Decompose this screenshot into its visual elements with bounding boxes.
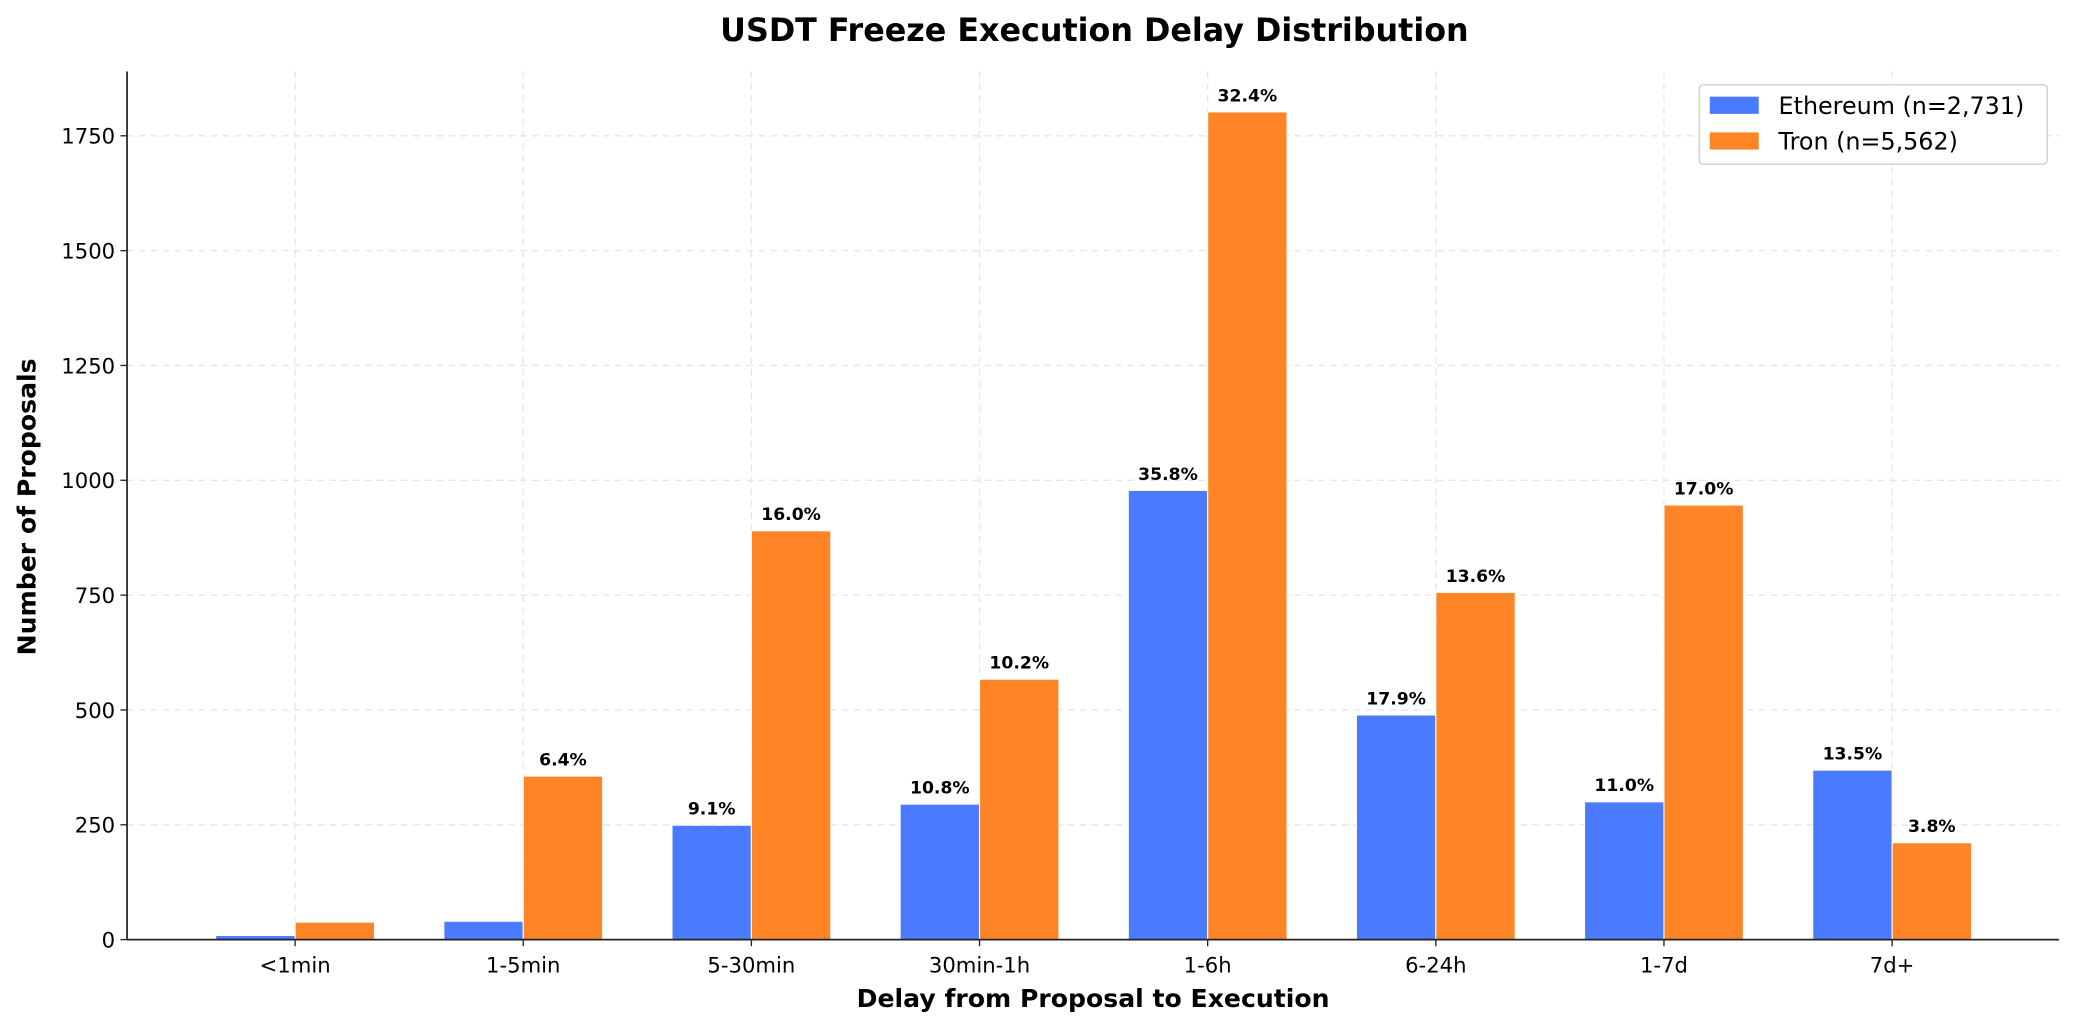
bar-ethereum: [1127, 489, 1209, 941]
chart-title: USDT Freeze Execution Delay Distribution: [720, 13, 1468, 49]
bar-ethereum: [443, 920, 524, 941]
y-tick-label: 1750: [61, 124, 115, 149]
x-tick-label: 1-6h: [1184, 953, 1232, 978]
data-label: 17.0%: [1674, 480, 1734, 500]
y-axis-label: Number of Proposals: [13, 358, 42, 655]
x-tick-label: 30min-1h: [929, 953, 1030, 978]
bar-tron: [522, 775, 604, 941]
legend-swatch-ethereum: [1709, 96, 1759, 114]
data-label: 10.2%: [989, 654, 1049, 674]
bars: 9.1% 10.8% 35.8% 17.9% 11.0% 13.5% 6.4% 16.0% 10…: [215, 86, 1973, 941]
y-tick-label: 250: [75, 813, 115, 838]
bar-tron: [294, 921, 376, 941]
data-label: 17.9%: [1366, 689, 1426, 709]
bar-ethereum: [1355, 714, 1437, 941]
bar-tron: [1435, 591, 1516, 941]
data-label: 13.5%: [1823, 745, 1883, 765]
y-tick-label: 1000: [61, 468, 115, 493]
data-label: 16.0%: [761, 505, 821, 525]
gridlines: [127, 71, 2060, 940]
bar-ethereum: [1812, 769, 1893, 941]
legend-label-ethereum: Ethereum (n=2,731): [1779, 92, 2025, 120]
x-tick-label: 5-30min: [707, 953, 795, 978]
data-label: 35.8%: [1138, 465, 1198, 485]
data-label: 32.4%: [1218, 86, 1278, 106]
bar-tron: [1891, 842, 1973, 941]
y-tick-label: 750: [75, 583, 115, 608]
bar-ethereum: [671, 824, 752, 941]
axes: 0 250 500 750 1000 1250 1500 1750 <1min 1-5min 5-3…: [61, 71, 2060, 978]
bar-tron: [979, 678, 1060, 941]
legend-swatch-tron: [1709, 132, 1759, 150]
y-tick-label: 0: [102, 928, 115, 953]
bar-ethereum: [899, 803, 981, 941]
x-tick-label: 1-5min: [486, 953, 560, 978]
bar-ethereum: [1584, 801, 1665, 941]
data-label: 10.8%: [910, 779, 970, 799]
x-tick-label: <1min: [260, 953, 331, 978]
y-tick-label: 500: [75, 698, 115, 723]
data-label: 11.0%: [1594, 776, 1654, 796]
y-tick-label: 1500: [61, 239, 115, 264]
x-tick-label: 1-7d: [1640, 953, 1688, 978]
data-label: 3.8%: [1908, 817, 1956, 837]
legend-label-tron: Tron (n=5,562): [1778, 128, 1958, 156]
bar-tron: [1663, 504, 1744, 941]
bar-tron: [1207, 111, 1288, 941]
x-tick-label: 6-24h: [1405, 953, 1466, 978]
x-tick-label: 7d+: [1870, 953, 1915, 978]
legend-box: [1698, 84, 2048, 165]
y-tick-label: 1250: [61, 353, 115, 378]
data-label: 13.6%: [1446, 567, 1506, 587]
legend: Ethereum (n=2,731) Tron (n=5,562): [1698, 84, 2048, 165]
data-label: 6.4%: [539, 751, 587, 771]
x-axis-label: Delay from Proposal to Execution: [857, 984, 1330, 1013]
bar-tron: [750, 530, 832, 941]
data-label: 9.1%: [688, 800, 736, 820]
